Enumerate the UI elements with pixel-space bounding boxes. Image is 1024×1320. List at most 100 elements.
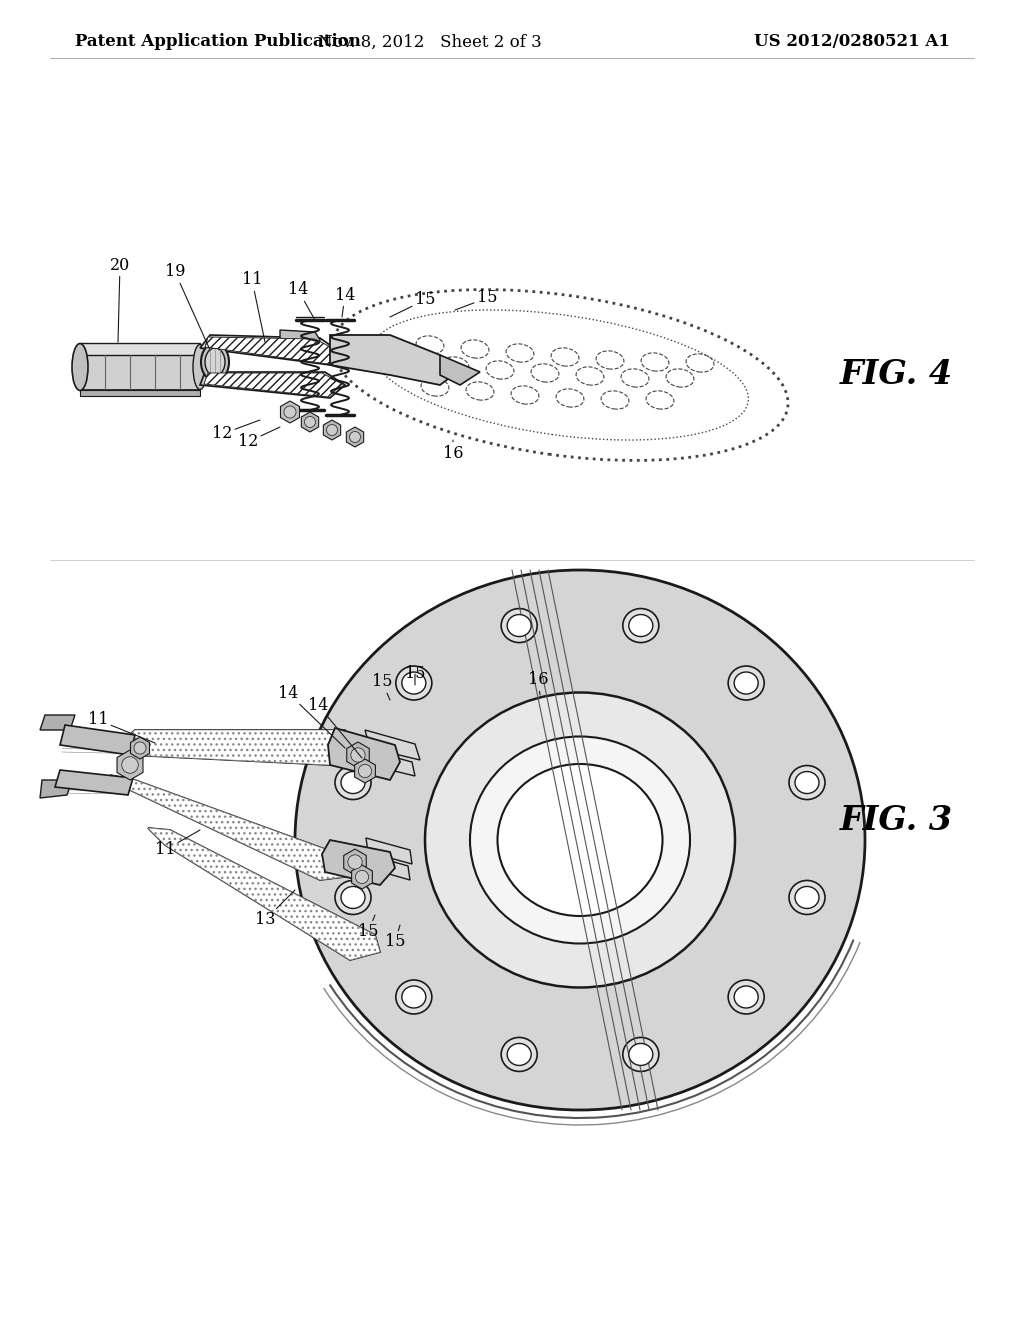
Text: 16: 16 xyxy=(442,440,463,462)
Polygon shape xyxy=(366,838,412,865)
Text: Patent Application Publication: Patent Application Publication xyxy=(75,33,360,50)
Text: 12: 12 xyxy=(212,420,260,442)
Ellipse shape xyxy=(734,986,758,1008)
Text: 12: 12 xyxy=(238,426,280,450)
Polygon shape xyxy=(322,840,395,884)
Circle shape xyxy=(304,417,315,428)
Text: 14: 14 xyxy=(288,281,315,319)
Circle shape xyxy=(355,870,369,883)
Text: Nov. 8, 2012   Sheet 2 of 3: Nov. 8, 2012 Sheet 2 of 3 xyxy=(318,33,542,50)
Text: 15: 15 xyxy=(390,292,435,317)
Polygon shape xyxy=(148,828,380,960)
Text: 15: 15 xyxy=(404,665,425,685)
Circle shape xyxy=(349,432,360,442)
Text: 19: 19 xyxy=(165,264,210,350)
Circle shape xyxy=(327,425,338,436)
Ellipse shape xyxy=(790,766,825,800)
Polygon shape xyxy=(115,730,350,766)
Ellipse shape xyxy=(795,887,819,908)
Ellipse shape xyxy=(498,764,663,916)
Ellipse shape xyxy=(629,1043,653,1065)
Polygon shape xyxy=(110,775,360,880)
Circle shape xyxy=(134,742,146,754)
Polygon shape xyxy=(281,401,300,422)
Ellipse shape xyxy=(425,693,735,987)
Ellipse shape xyxy=(629,615,653,636)
Polygon shape xyxy=(117,750,143,780)
Polygon shape xyxy=(354,759,376,783)
Ellipse shape xyxy=(401,986,426,1008)
Ellipse shape xyxy=(341,887,365,908)
Text: 15: 15 xyxy=(357,915,378,940)
Polygon shape xyxy=(80,389,200,396)
Text: FIG. 3: FIG. 3 xyxy=(840,804,953,837)
Polygon shape xyxy=(351,865,373,888)
Ellipse shape xyxy=(396,979,432,1014)
Text: 11: 11 xyxy=(155,830,200,858)
Polygon shape xyxy=(365,730,420,760)
Polygon shape xyxy=(130,737,150,759)
Polygon shape xyxy=(332,337,457,383)
Ellipse shape xyxy=(623,1038,658,1072)
Ellipse shape xyxy=(193,345,207,389)
Polygon shape xyxy=(40,780,72,799)
Ellipse shape xyxy=(72,343,88,391)
Ellipse shape xyxy=(507,615,531,636)
Polygon shape xyxy=(60,725,135,755)
Ellipse shape xyxy=(401,672,426,694)
Polygon shape xyxy=(347,742,370,768)
Ellipse shape xyxy=(790,880,825,915)
Ellipse shape xyxy=(734,672,758,694)
Polygon shape xyxy=(330,335,460,385)
Polygon shape xyxy=(328,729,400,780)
Text: 14: 14 xyxy=(308,697,362,758)
Polygon shape xyxy=(344,849,367,875)
Polygon shape xyxy=(40,715,75,730)
Circle shape xyxy=(284,407,296,418)
Polygon shape xyxy=(280,330,319,355)
Polygon shape xyxy=(80,355,200,389)
Polygon shape xyxy=(204,374,342,397)
Circle shape xyxy=(348,855,362,869)
Ellipse shape xyxy=(623,609,658,643)
Text: 15: 15 xyxy=(385,925,406,950)
Text: 15: 15 xyxy=(372,673,392,700)
Text: US 2012/0280521 A1: US 2012/0280521 A1 xyxy=(754,33,950,50)
Text: 16: 16 xyxy=(527,672,548,696)
Text: 20: 20 xyxy=(110,256,130,342)
Ellipse shape xyxy=(501,609,538,643)
Circle shape xyxy=(122,756,138,774)
Text: FIG. 4: FIG. 4 xyxy=(840,359,953,392)
Ellipse shape xyxy=(341,772,365,793)
Ellipse shape xyxy=(396,667,432,700)
Ellipse shape xyxy=(795,772,819,793)
Polygon shape xyxy=(200,372,345,399)
Text: 14: 14 xyxy=(335,286,355,317)
Circle shape xyxy=(358,764,372,777)
Ellipse shape xyxy=(335,766,371,800)
Polygon shape xyxy=(205,337,338,364)
Ellipse shape xyxy=(507,1043,531,1065)
Polygon shape xyxy=(80,343,200,355)
Text: 11: 11 xyxy=(88,711,155,743)
Circle shape xyxy=(351,748,366,762)
Ellipse shape xyxy=(728,979,764,1014)
Ellipse shape xyxy=(201,343,229,381)
Text: 14: 14 xyxy=(278,685,345,748)
Polygon shape xyxy=(301,412,318,432)
Ellipse shape xyxy=(728,667,764,700)
Polygon shape xyxy=(110,775,360,880)
Ellipse shape xyxy=(470,737,690,944)
Polygon shape xyxy=(324,420,341,440)
Polygon shape xyxy=(346,426,364,447)
Polygon shape xyxy=(200,335,340,366)
Polygon shape xyxy=(115,730,350,766)
Polygon shape xyxy=(148,828,380,960)
Ellipse shape xyxy=(335,880,371,915)
Polygon shape xyxy=(366,854,410,880)
Polygon shape xyxy=(440,355,480,385)
Polygon shape xyxy=(55,770,133,795)
Text: 11: 11 xyxy=(242,272,265,342)
Text: 13: 13 xyxy=(255,890,295,928)
Polygon shape xyxy=(367,750,415,776)
